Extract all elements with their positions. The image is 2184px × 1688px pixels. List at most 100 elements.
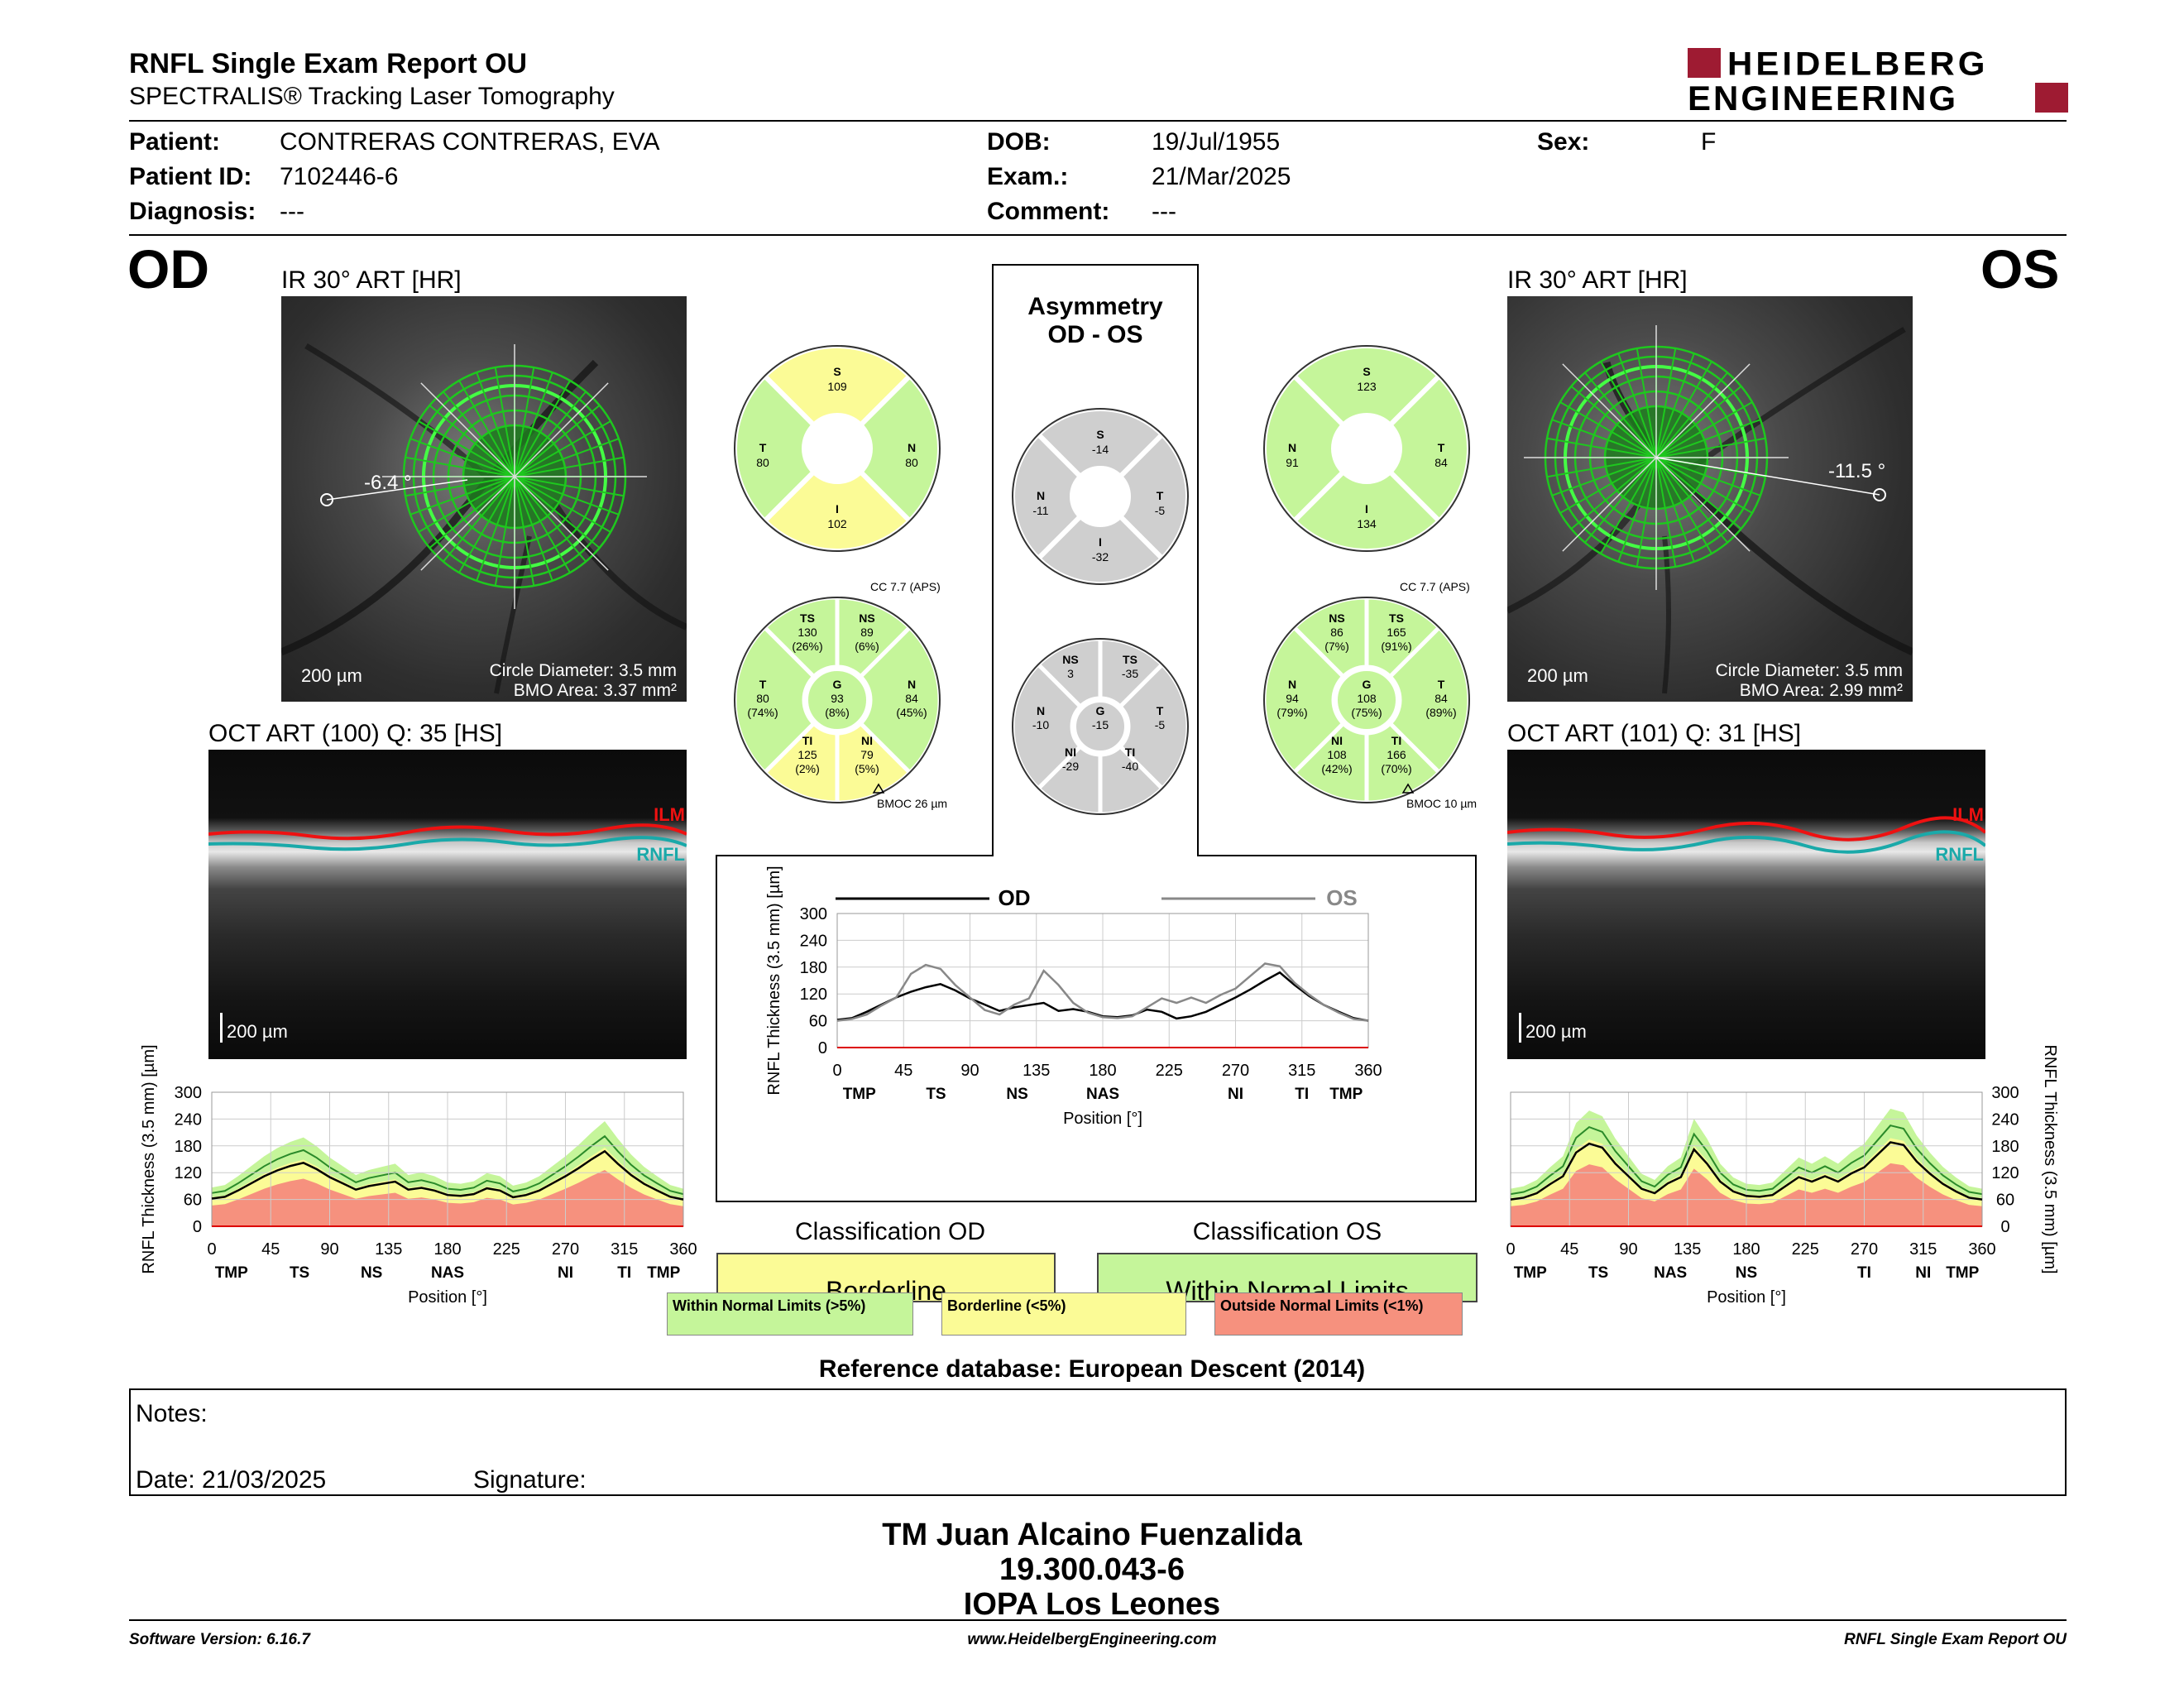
diagnosis-label: Diagnosis: — [129, 198, 256, 225]
asym-sectors-sector-value: -5 — [1155, 718, 1166, 731]
y-axis-label: RNFL Thickness (3.5 mm) [µm] — [2041, 1044, 2059, 1273]
x-tick-label: 0 — [832, 1062, 841, 1080]
notes-signature: Signature: — [473, 1466, 587, 1494]
od-sectors-sector-percentile: (74%) — [747, 706, 778, 719]
x-tick-label: 360 — [1968, 1240, 1995, 1259]
asym-quad-sector-value: -14 — [1092, 443, 1109, 456]
radial-scan — [1655, 457, 1742, 530]
sex-label: Sex: — [1537, 128, 1590, 156]
os-sectors-sector-value: 94 — [1286, 692, 1299, 705]
radial-scan — [514, 476, 535, 587]
series-line-OS — [836, 962, 1369, 1022]
x-tick-label: 135 — [1023, 1062, 1050, 1080]
asym-quad-outline — [1012, 408, 1189, 585]
od-sectors-sector-name: T — [759, 678, 767, 691]
asym-sectors-sector-name: NI — [1065, 746, 1076, 759]
os-sectors-sector-name: NI — [1331, 734, 1343, 747]
asym-quad-sector-name: I — [1099, 535, 1102, 549]
os-sectors-sector-value: 84 — [1434, 692, 1448, 705]
radial-scan — [1655, 361, 1712, 458]
radial-scan — [1600, 361, 1657, 458]
asym-sectors-sector-name: TS — [1123, 653, 1138, 666]
sector-tick-label: TI — [1857, 1264, 1871, 1282]
y-tick-label: 240 — [175, 1110, 202, 1129]
y-axis-label: RNFL Thickness (3.5 mm) [µm] — [765, 866, 783, 1095]
sector-tick-label: NI — [558, 1264, 573, 1282]
od-sectors-sector-name: TS — [800, 611, 815, 625]
asym-sectors-sector-name: TI — [1125, 746, 1135, 759]
radial-scan — [1636, 348, 1657, 458]
y-tick-label: 0 — [193, 1218, 202, 1236]
od-ir-title: IR 30° ART [HR] — [281, 266, 462, 294]
od-quad-sector-value: 80 — [756, 456, 769, 469]
patient-id-label: Patient ID: — [129, 163, 252, 190]
asym-quad-sector-value: -5 — [1155, 504, 1166, 517]
x-tick-label: 90 — [320, 1240, 338, 1259]
sector-tick-label: TI — [617, 1264, 631, 1282]
x-axis-label: Position [°] — [1063, 1110, 1142, 1128]
reference-database: Reference database: European Descent (20… — [818, 1355, 1366, 1383]
sector-line — [1655, 363, 1751, 458]
radial-scan — [1655, 457, 1712, 554]
os-sectors-sector-value: 166 — [1387, 748, 1406, 761]
x-tick-label: 315 — [611, 1240, 638, 1259]
operator-rut: 19.300.043-6 — [999, 1552, 1185, 1587]
x-tick-label: 270 — [1851, 1240, 1878, 1259]
radial-scan — [1600, 457, 1657, 554]
footer-report-name: RNFL Single Exam Report OU — [1844, 1631, 2067, 1648]
x-tick-label: 0 — [1506, 1240, 1515, 1259]
radial-scan — [1546, 437, 1657, 458]
os-sectors-sector-value: 86 — [1330, 626, 1343, 639]
od-oct-title: OCT ART (100) Q: 35 [HS] — [208, 720, 503, 747]
radial-scan — [514, 367, 535, 477]
radial-scan — [418, 476, 515, 533]
od-quad-sector-name: S — [833, 365, 841, 378]
od-sectors-sector-name: N — [908, 678, 916, 691]
radial-scan — [443, 476, 515, 563]
asym-quad-sector-name: S — [1096, 428, 1104, 441]
od-sectors-sector-value: 84 — [905, 692, 918, 705]
od-rnfl-label: RNFL — [636, 844, 685, 865]
od-oct-scale: 200 µm — [227, 1021, 288, 1042]
os-eye-label: OS — [1980, 238, 2060, 300]
od-sectors-sector-value: 125 — [797, 748, 817, 761]
sector-line — [514, 476, 609, 571]
legend-os-label: OS — [1326, 885, 1358, 910]
y-tick-label: 180 — [800, 959, 827, 977]
os-quad-sector-value: 91 — [1286, 456, 1299, 469]
radial-scan — [514, 476, 601, 549]
radial-scan — [1655, 457, 1695, 563]
sector-line — [1655, 457, 1751, 552]
od-quad-sector-name: N — [908, 441, 916, 454]
asym-sectors-sector-value: -40 — [1122, 760, 1138, 773]
asym-quad-sector-name: N — [1037, 489, 1045, 502]
radial-scan — [514, 476, 620, 516]
patient-id: 7102446-6 — [280, 163, 399, 190]
x-tick-label: 45 — [894, 1062, 912, 1080]
os-quad-sector-value: 84 — [1434, 456, 1448, 469]
asym-sectors-global — [1073, 699, 1128, 754]
os-sectors-sector-value: 165 — [1387, 626, 1406, 639]
os-sectors-sector-percentile: (7%) — [1324, 640, 1349, 653]
legend-od-label: OD — [999, 885, 1031, 910]
radial-scan — [514, 391, 587, 477]
os-sectors-sector-name: G — [1363, 678, 1372, 691]
radial-scan — [476, 476, 515, 582]
radial-scan — [405, 476, 515, 497]
notes-box[interactable]: Notes: Date: 21/03/2025 Signature: — [129, 1388, 2067, 1496]
os-circle-diameter: Circle Diameter: 3.5 mm — [1715, 661, 1903, 680]
footer-url[interactable]: www.HeidelbergEngineering.com — [967, 1631, 1217, 1648]
radial-scan — [418, 420, 515, 477]
patient-name: CONTRERAS CONTRERAS, EVA — [280, 128, 660, 156]
os-oct-scale: 200 µm — [1525, 1021, 1587, 1042]
legend-borderline: Borderline (<5%) — [941, 1292, 1186, 1336]
od-sectors-sector-value: 79 — [860, 748, 874, 761]
sector-tick-label: TS — [926, 1086, 946, 1103]
patient-label: Patient: — [129, 128, 221, 156]
radial-scan — [1559, 457, 1657, 514]
od-quad-outline — [734, 345, 941, 552]
asym-sectors-sector-value: -15 — [1092, 718, 1109, 731]
od-sectors-sector-percentile: (26%) — [792, 640, 822, 653]
os-oct-title: OCT ART (101) Q: 31 [HS] — [1507, 720, 1802, 747]
od-sectors-sector-name: NI — [861, 734, 873, 747]
